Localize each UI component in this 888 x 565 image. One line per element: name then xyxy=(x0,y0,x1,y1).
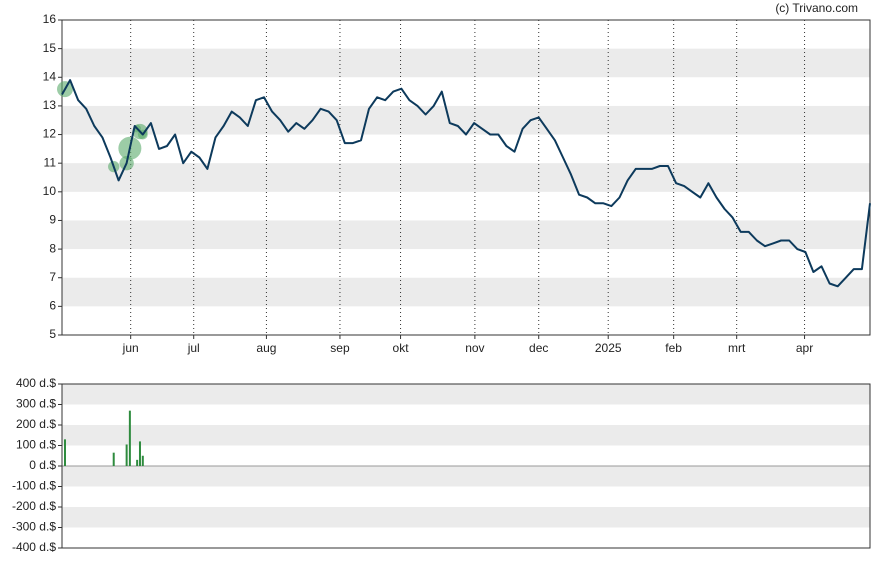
x-tick-label: jun xyxy=(122,341,139,355)
volume-bar xyxy=(128,410,131,466)
x-tick-label: dec xyxy=(529,341,548,355)
y-tick-label: -400 d.$ xyxy=(12,540,56,554)
y-tick-label: 10 xyxy=(43,184,57,198)
y-tick-label: 9 xyxy=(49,213,56,227)
x-tick-label: jul xyxy=(187,341,200,355)
volume-bar xyxy=(125,444,128,466)
y-tick-label: -200 d.$ xyxy=(12,499,56,513)
grid-band xyxy=(62,105,870,135)
x-tick-label: aug xyxy=(256,341,276,355)
grid-band xyxy=(62,48,870,78)
grid-band xyxy=(62,277,870,307)
y-tick-label: 11 xyxy=(44,155,57,169)
y-tick-label: 0 d.$ xyxy=(29,458,56,472)
x-tick-label: okt xyxy=(393,341,410,355)
volume-bar xyxy=(112,452,115,466)
y-tick-label: 300 d.$ xyxy=(16,397,56,411)
plot-frame xyxy=(61,383,871,549)
y-tick-label: -100 d.$ xyxy=(12,479,56,493)
y-tick-label: 7 xyxy=(49,270,56,284)
y-tick-label: 200 d.$ xyxy=(16,417,56,431)
y-tick-label: 400 d.$ xyxy=(16,376,56,390)
grid-band xyxy=(62,384,870,405)
grid-band xyxy=(62,507,870,528)
grid-band xyxy=(62,425,870,446)
y-tick-label: 5 xyxy=(49,327,56,341)
y-tick-label: -300 d.$ xyxy=(12,520,56,534)
grid-band xyxy=(62,163,870,192)
grid-band xyxy=(62,466,870,487)
x-tick-label: apr xyxy=(796,341,813,355)
y-tick-label: 15 xyxy=(43,41,57,55)
x-tick-label: mrt xyxy=(728,341,746,355)
credit: (c) Trivano.com xyxy=(775,1,858,15)
x-tick-label: feb xyxy=(665,341,682,355)
y-tick-label: 8 xyxy=(49,241,56,255)
volume-bar xyxy=(138,441,141,466)
x-tick-label: nov xyxy=(465,341,484,355)
x-tick-label: sep xyxy=(330,341,350,355)
y-tick-label: 100 d.$ xyxy=(16,438,56,452)
plot-frame xyxy=(61,19,871,336)
volume-bar xyxy=(136,459,139,466)
y-tick-label: 14 xyxy=(43,69,57,83)
volume-bar xyxy=(63,439,66,466)
volume-bar xyxy=(141,455,144,466)
y-tick-label: 6 xyxy=(49,299,56,313)
y-tick-label: 12 xyxy=(43,127,57,141)
y-tick-label: 13 xyxy=(43,98,57,112)
y-tick-label: 16 xyxy=(43,12,57,26)
x-tick-label: 2025 xyxy=(595,341,622,355)
price-line xyxy=(61,79,871,288)
grid-band xyxy=(62,220,870,250)
